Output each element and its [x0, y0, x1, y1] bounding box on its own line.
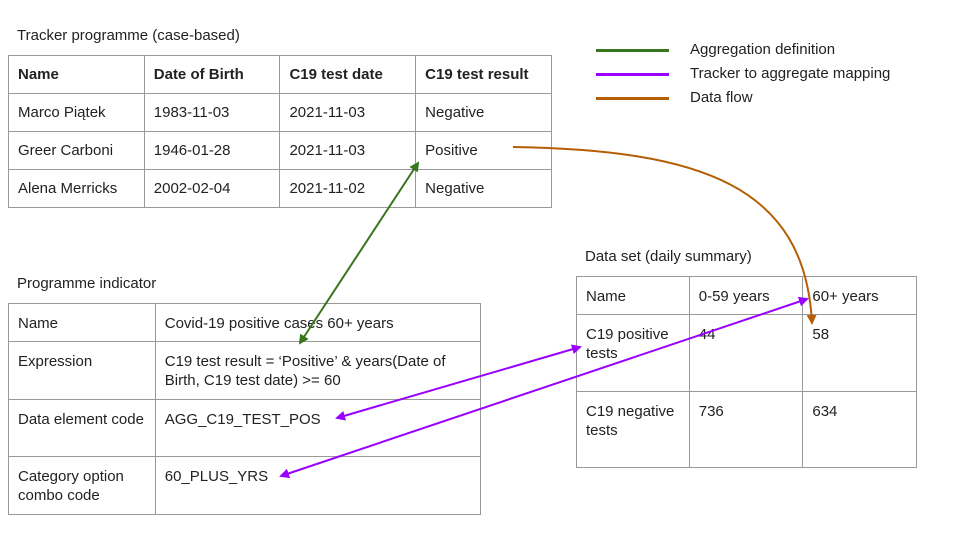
- legend-line-purple: [596, 73, 669, 76]
- tracker-cell: 2021-11-03: [279, 131, 417, 170]
- tracker-cell: Marco Piątek: [8, 93, 145, 132]
- legend-line-orange: [596, 97, 669, 100]
- indicator-value-cell: AGG_C19_TEST_POS: [154, 399, 482, 457]
- tracker-cell: Negative: [415, 169, 552, 208]
- tracker-header-row: Name Date of Birth C19 test date C19 tes…: [8, 55, 552, 94]
- indicator-label-cell: Category option combo code: [8, 456, 156, 515]
- dataset-value-cell: 634: [802, 391, 917, 468]
- legend-label: Aggregation definition: [690, 41, 836, 58]
- indicator-row: Data element code AGG_C19_TEST_POS: [8, 399, 482, 457]
- dataset-table: Name 0-59 years 60+ years C19 positive t…: [576, 276, 917, 468]
- tracker-cell: Negative: [415, 93, 552, 132]
- dataset-value-cell: 736: [688, 391, 804, 468]
- tracker-cell: 1946-01-28: [143, 131, 281, 170]
- indicator-row: Name Covid-19 positive cases 60+ years: [8, 303, 482, 342]
- indicator-row: Expression C19 test result = ‘Positive’ …: [8, 341, 482, 400]
- indicator-table: Name Covid-19 positive cases 60+ years E…: [8, 303, 482, 515]
- dataset-row-label: C19 positive tests: [576, 314, 690, 392]
- tracker-table: Name Date of Birth C19 test date C19 tes…: [8, 55, 552, 208]
- tracker-cell: 2002-02-04: [143, 169, 281, 208]
- dataset-row-label: C19 negative tests: [576, 391, 690, 468]
- dataset-header-cell: Name: [576, 276, 690, 315]
- indicator-label-cell: Expression: [8, 341, 156, 400]
- dataset-header-cell: 60+ years: [802, 276, 917, 315]
- legend-label: Tracker to aggregate mapping: [690, 65, 891, 82]
- tracker-row: Greer Carboni 1946-01-28 2021-11-03 Posi…: [8, 131, 552, 170]
- dataset-caption: Data set (daily summary): [585, 248, 752, 265]
- tracker-cell: Positive: [415, 131, 552, 170]
- tracker-header-cell: Date of Birth: [143, 55, 281, 94]
- tracker-header-cell: C19 test date: [279, 55, 417, 94]
- tracker-header-cell: C19 test result: [415, 55, 552, 94]
- indicator-value-cell: C19 test result = ‘Positive’ & years(Dat…: [154, 341, 482, 400]
- tracker-row: Marco Piątek 1983-11-03 2021-11-03 Negat…: [8, 93, 552, 132]
- tracker-caption: Tracker programme (case-based): [17, 27, 240, 44]
- dataset-row: C19 positive tests 44 58: [576, 314, 917, 392]
- dataset-header-row: Name 0-59 years 60+ years: [576, 276, 917, 315]
- indicator-label-cell: Data element code: [8, 399, 156, 457]
- legend-line-green: [596, 49, 669, 52]
- dataset-value-cell: 58: [802, 314, 917, 392]
- tracker-cell: Alena Merricks: [8, 169, 145, 208]
- tracker-cell: 2021-11-03: [279, 93, 417, 132]
- tracker-cell: 1983-11-03: [143, 93, 281, 132]
- tracker-header-cell: Name: [8, 55, 145, 94]
- indicator-row: Category option combo code 60_PLUS_YRS: [8, 456, 482, 515]
- indicator-caption: Programme indicator: [17, 275, 157, 292]
- dataset-row: C19 negative tests 736 634: [576, 391, 917, 468]
- dataset-value-cell: 44: [688, 314, 804, 392]
- indicator-value-cell: Covid-19 positive cases 60+ years: [154, 303, 482, 342]
- indicator-label-cell: Name: [8, 303, 156, 342]
- dataset-header-cell: 0-59 years: [688, 276, 804, 315]
- indicator-value-cell: 60_PLUS_YRS: [154, 456, 482, 515]
- tracker-cell: 2021-11-02: [279, 169, 417, 208]
- tracker-cell: Greer Carboni: [8, 131, 145, 170]
- legend-label: Data flow: [690, 89, 753, 106]
- tracker-row: Alena Merricks 2002-02-04 2021-11-02 Neg…: [8, 169, 552, 208]
